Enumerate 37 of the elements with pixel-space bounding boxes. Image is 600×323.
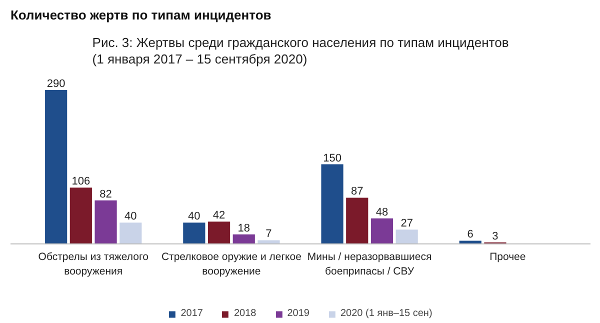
data-label: 7 xyxy=(266,228,272,240)
legend-label: 2019 xyxy=(287,308,310,319)
data-label: 290 xyxy=(46,78,66,90)
chart-title: Количество жертв по типам инцидентов xyxy=(10,8,272,22)
bar xyxy=(45,90,68,244)
data-label: 27 xyxy=(400,218,413,230)
x-tick-label: Прочее xyxy=(490,250,526,263)
data-label: 150 xyxy=(323,152,342,164)
data-label: 87 xyxy=(351,186,364,198)
data-label: 40 xyxy=(188,210,200,223)
data-label: 42 xyxy=(212,210,226,222)
bar xyxy=(258,240,280,244)
bar xyxy=(94,200,117,244)
bar xyxy=(232,234,255,244)
data-label: 82 xyxy=(100,188,112,200)
bar xyxy=(346,198,368,244)
bar xyxy=(396,230,418,244)
legend-label: 2020 (1 янв–15 сен) xyxy=(340,308,432,319)
bar xyxy=(120,222,142,244)
data-label: 106 xyxy=(72,176,90,188)
bar xyxy=(208,222,230,244)
x-tick-label: Мины / неразорвавшиеся боеприпасы / СВУ xyxy=(307,250,432,278)
data-label: 6 xyxy=(467,228,474,241)
data-label: 18 xyxy=(238,222,250,234)
legend-label: 2018 xyxy=(234,308,256,319)
legend-label: 2017 xyxy=(180,308,203,319)
x-tick-label: Стрелковое оружие и легкое вооружение xyxy=(161,250,302,278)
bar xyxy=(459,240,482,244)
bar xyxy=(321,164,344,244)
bar xyxy=(70,188,92,244)
bar xyxy=(183,222,206,244)
data-label: 48 xyxy=(376,206,388,218)
data-label: 3 xyxy=(492,230,498,242)
chart-subtitle: Рис. 3: Жертвы среди гражданского населения по типам инцидентов (1 января 2017 – 15 сентября 2020) xyxy=(92,35,509,66)
bar xyxy=(370,218,394,244)
data-label: 40 xyxy=(124,210,137,223)
x-tick-label: Обстрелы из тяжелого вооружения xyxy=(38,250,149,278)
